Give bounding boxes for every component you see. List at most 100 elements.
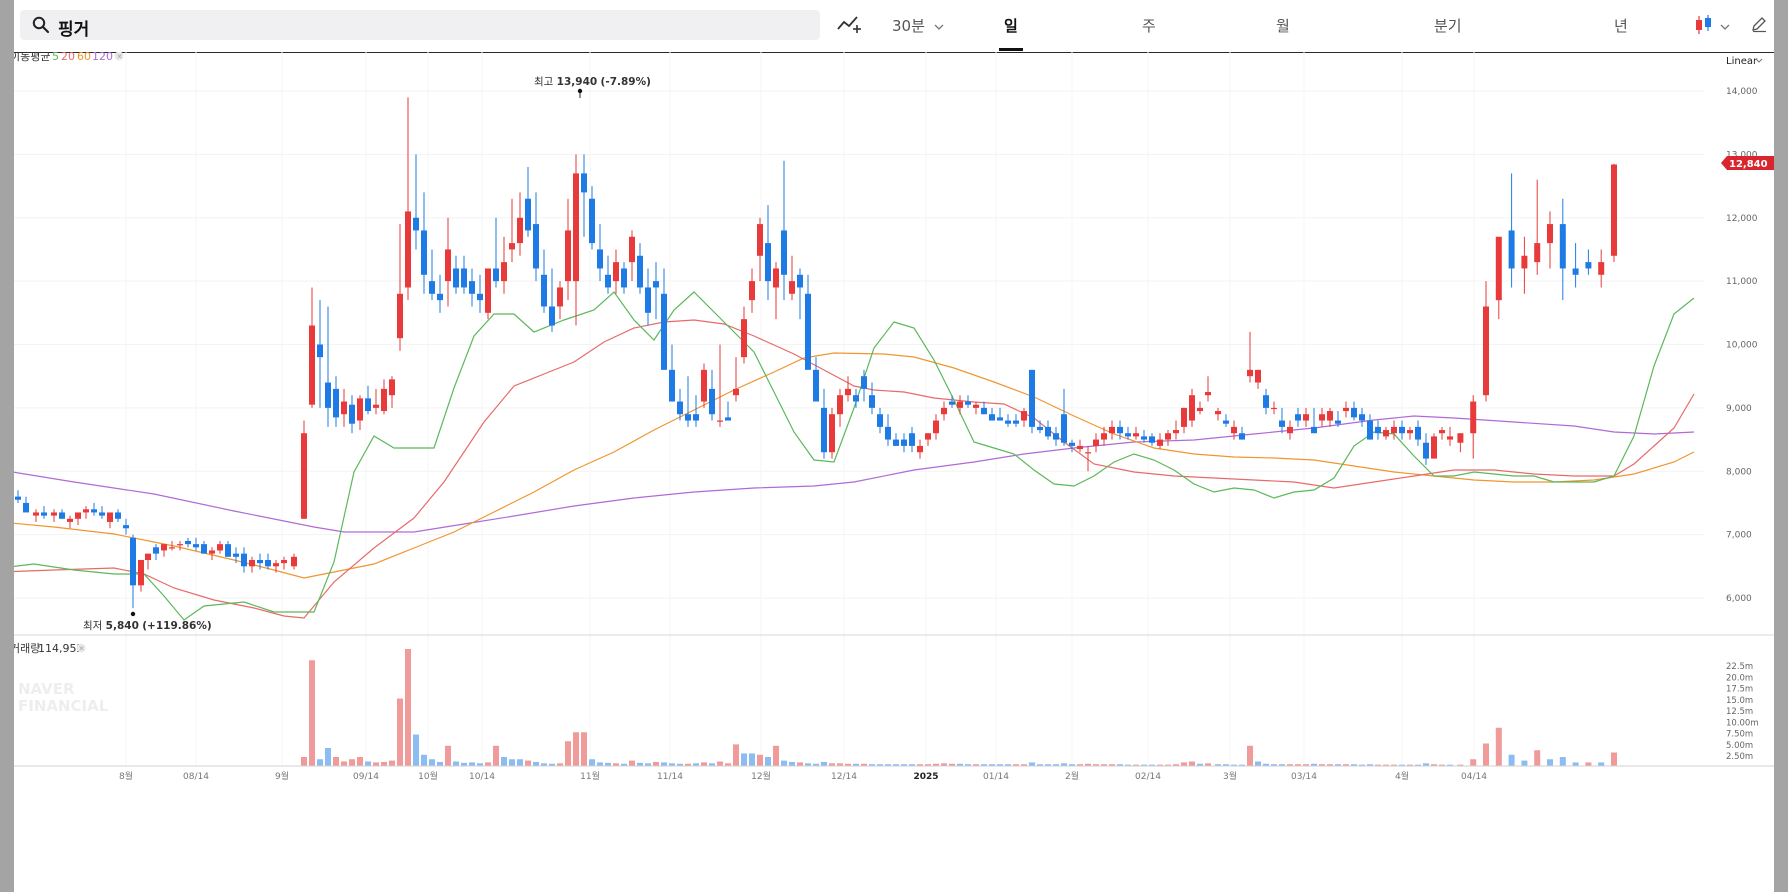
- volume-bar: [1021, 764, 1027, 766]
- ma-legend: 이동평균 5 20 60 120 ×: [14, 52, 124, 63]
- close-icon[interactable]: ×: [114, 52, 124, 61]
- low-value: 5,840: [106, 620, 139, 632]
- volume-bar: [429, 759, 435, 766]
- pencil-icon[interactable]: [1750, 15, 1768, 37]
- volume-bar: [1572, 762, 1579, 766]
- add-indicator-icon[interactable]: [836, 13, 862, 39]
- candle-body: [1077, 445, 1083, 450]
- candle-body: [1223, 420, 1229, 424]
- candle-body: [1295, 414, 1301, 421]
- volume-bar: [989, 764, 995, 766]
- volume-bar: [565, 741, 571, 766]
- interval-dropdown[interactable]: 30분: [892, 17, 925, 35]
- volume-bar: [373, 762, 379, 766]
- volume-bar: [485, 762, 491, 766]
- candle-body: [989, 414, 995, 421]
- chevron-down-icon[interactable]: [934, 17, 944, 35]
- ma-legend-60: 60: [77, 52, 91, 63]
- candle-body: [709, 388, 715, 415]
- candle-body: [185, 540, 191, 545]
- volume-bar: [1085, 763, 1091, 766]
- volume-bar: [965, 764, 971, 766]
- candle-body: [257, 559, 263, 564]
- stock-search-box[interactable]: 핑거: [20, 10, 820, 40]
- chart-window: 핑거 30분 일 주 월 분기 년 NAVER FINANCIAL: [14, 0, 1774, 892]
- candle-body: [629, 236, 635, 263]
- candle-body: [1521, 255, 1528, 269]
- volume-tick-label: 17.5m: [1726, 685, 1753, 695]
- volume-bar: [893, 764, 899, 766]
- volume-bar: [941, 763, 947, 766]
- volume-bar: [1013, 764, 1019, 766]
- volume-bar: [605, 762, 611, 766]
- price-tick-label: 11,000: [1726, 277, 1758, 287]
- volume-bar: [1303, 764, 1309, 766]
- volume-bar: [1069, 764, 1075, 766]
- price-tick-label: 8,000: [1726, 467, 1752, 477]
- active-tab-indicator: [999, 48, 1023, 51]
- tab-year[interactable]: 년: [1614, 17, 1628, 35]
- candle-body: [477, 293, 483, 301]
- volume-bar: [1247, 745, 1253, 766]
- candle-body: [201, 544, 207, 554]
- time-axis: 8월 08/14 9월 09/14 10월 10/14 11월 11/14 12월 12/14 20…: [119, 770, 1487, 782]
- chevron-down-icon[interactable]: [1720, 17, 1730, 35]
- candle-chart-icon[interactable]: [1694, 14, 1716, 40]
- candle-body: [309, 325, 315, 405]
- volume-bar: [1223, 764, 1229, 766]
- volume-bar: [1295, 764, 1301, 766]
- time-tick-label: 10월: [418, 770, 438, 782]
- search-input[interactable]: 핑거: [58, 20, 90, 40]
- tab-month[interactable]: 월: [1276, 17, 1290, 35]
- candle-body: [749, 281, 755, 301]
- volume-legend: 거래량 114,952 ×: [14, 642, 86, 655]
- tab-day[interactable]: 일: [1004, 17, 1018, 35]
- candle-body: [685, 414, 691, 421]
- volume-bar: [741, 753, 747, 766]
- time-tick-label: 02/14: [1135, 772, 1161, 782]
- candle-body: [493, 268, 499, 282]
- price-tick-label: 7,000: [1726, 531, 1752, 541]
- candle-body: [893, 439, 899, 446]
- volume-bar: [317, 759, 323, 766]
- close-icon[interactable]: ×: [76, 643, 86, 653]
- candle-body: [365, 398, 371, 412]
- stock-chart[interactable]: NAVER FINANCIAL 이동평균 5 20 60 120 × 거래량: [14, 52, 1774, 892]
- volume-bar: [725, 763, 731, 766]
- candle-body: [869, 395, 875, 408]
- chevron-down-icon[interactable]: [1755, 58, 1763, 63]
- volume-bar: [613, 763, 619, 766]
- time-tick-label: 2025: [913, 772, 938, 782]
- candle-body: [23, 502, 29, 513]
- candle-body: [107, 512, 113, 522]
- volume-bar: [869, 764, 875, 766]
- candle-body: [1508, 230, 1515, 269]
- volume-bar: [765, 757, 771, 766]
- tab-quarter[interactable]: 분기: [1434, 17, 1462, 35]
- volume-bar: [357, 757, 363, 766]
- volume-bar: [549, 763, 555, 766]
- candle-body: [605, 274, 611, 288]
- candle-body: [317, 344, 323, 358]
- tab-week[interactable]: 주: [1142, 17, 1156, 35]
- scale-mode-dropdown[interactable]: Linear: [1726, 56, 1758, 67]
- volume-bar: [1407, 764, 1413, 766]
- candle-body: [1611, 164, 1617, 256]
- time-tick-label: 12월: [751, 770, 771, 782]
- volume-bar: [389, 760, 395, 766]
- candle-body: [1547, 224, 1553, 244]
- chart-toolbar: 핑거 30분 일 주 월 분기 년: [14, 0, 1774, 53]
- candle-body: [273, 563, 279, 567]
- candle-body: [933, 420, 939, 434]
- volume-bar: [437, 761, 443, 766]
- volume-bar: [1399, 764, 1405, 766]
- volume-bar: [517, 759, 523, 766]
- candle-body: [717, 420, 723, 422]
- time-tick-label: 03/14: [1291, 772, 1317, 782]
- volume-bar: [341, 761, 347, 766]
- candle-body: [1279, 420, 1285, 427]
- watermark-line-1: NAVER: [18, 680, 75, 698]
- volume-bar: [509, 759, 515, 766]
- candle-body: [1343, 407, 1349, 412]
